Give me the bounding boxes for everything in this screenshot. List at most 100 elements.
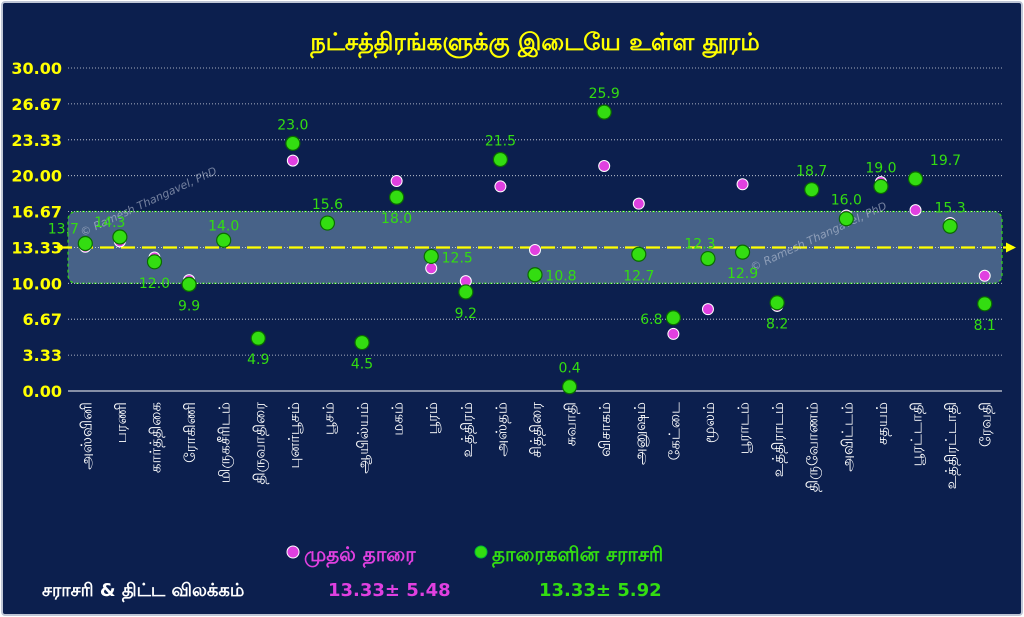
point-average — [77, 235, 93, 252]
x-tick-label: உத்திரட்டாதி — [942, 402, 960, 489]
data-label: 23.0 — [277, 117, 308, 133]
data-label: 14.3 — [94, 215, 125, 231]
data-label: 12.5 — [442, 250, 473, 266]
x-tick-label: பூராடம் — [735, 402, 753, 454]
x-tick-label: மகம் — [389, 402, 407, 436]
mean-line-start — [57, 244, 63, 251]
data-label: 18.7 — [796, 164, 827, 180]
point-average — [389, 189, 405, 205]
x-tick-label: உத்திரம் — [458, 402, 476, 458]
x-tick-label: சித்திரை — [527, 402, 545, 458]
stats-first: 13.33± 5.48 — [328, 580, 451, 601]
point-first — [598, 159, 611, 172]
data-label: 25.9 — [589, 86, 620, 102]
point-average — [804, 182, 820, 198]
x-tick-label: கேட்டை — [665, 402, 683, 460]
point-first — [736, 178, 749, 191]
data-label: 8.1 — [974, 318, 996, 334]
x-tick-label: சுவாதி — [562, 402, 580, 446]
point-average — [492, 151, 509, 168]
data-label: 14.0 — [208, 218, 239, 234]
legend-marker-average — [474, 545, 488, 559]
data-label: 15.6 — [312, 197, 343, 213]
data-label: 10.8 — [545, 269, 576, 285]
point-average — [907, 171, 924, 187]
point-average — [734, 244, 751, 260]
y-tick-label: 16.67 — [11, 203, 62, 222]
x-tick-label: உத்திராடம் — [769, 402, 787, 477]
data-label: 18.0 — [381, 211, 412, 227]
stats-label: சராசரி & திட்ட விலக்கம் — [42, 580, 244, 603]
point-first — [494, 180, 507, 193]
point-first — [701, 303, 714, 316]
point-average — [873, 178, 889, 195]
y-tick-label: 10.00 — [11, 274, 62, 293]
data-label: 0.4 — [558, 361, 580, 377]
data-label: 4.5 — [351, 357, 373, 373]
point-average — [354, 334, 370, 351]
x-tick-label: திருவோணம் — [804, 402, 822, 492]
x-tick-label: கார்த்திகை — [146, 402, 164, 473]
y-tick-label: 26.67 — [11, 95, 62, 114]
data-label: 12.9 — [727, 266, 758, 282]
point-first — [667, 327, 680, 340]
point-first — [529, 243, 541, 256]
legend-label-average: தாரைகளின் சராசரி — [492, 542, 663, 568]
x-tick-label: பூரம் — [423, 402, 441, 435]
y-tick-label: 3.33 — [23, 346, 62, 365]
data-label: 8.2 — [766, 317, 788, 333]
point-average — [977, 296, 993, 312]
data-label: 15.3 — [935, 200, 966, 216]
x-tick-label: அஸ்வினி — [77, 402, 95, 470]
x-tick-label: அவிட்டம் — [838, 402, 856, 472]
point-average — [700, 250, 716, 267]
data-label: 13.7 — [48, 221, 79, 237]
point-average — [769, 295, 785, 311]
legend-marker-first — [286, 545, 300, 559]
point-first — [425, 262, 438, 275]
point-average — [596, 104, 612, 120]
data-label: 19.7 — [930, 153, 961, 169]
x-tick-label: விசாகம் — [596, 402, 614, 457]
data-label: 21.5 — [485, 134, 516, 150]
y-tick-label: 6.67 — [23, 310, 62, 329]
data-label: 6.8 — [640, 312, 662, 328]
x-tick-label: ஆயில்யம் — [354, 402, 372, 474]
point-average — [631, 246, 647, 262]
y-tick-label: 20.00 — [11, 167, 62, 186]
point-average — [665, 310, 681, 326]
data-label: 9.2 — [455, 306, 477, 322]
point-first — [632, 197, 645, 210]
data-label: 16.0 — [831, 193, 862, 209]
point-first — [286, 154, 299, 167]
chart-title: நட்சத்திரங்களுக்கு இடையே உள்ள தூரம் — [309, 28, 759, 59]
data-label: 4.9 — [247, 352, 269, 368]
point-average — [285, 135, 301, 151]
point-first — [909, 204, 922, 217]
x-tick-label: ரோகிணி — [181, 402, 199, 463]
point-average — [423, 248, 439, 265]
mean-line-arrow — [1006, 242, 1016, 253]
x-tick-label: பூசம் — [319, 402, 337, 435]
point-average — [561, 379, 578, 395]
point-average — [942, 218, 958, 234]
point-average — [181, 276, 197, 293]
point-average — [112, 229, 128, 245]
point-average — [216, 232, 232, 248]
point-average — [527, 267, 543, 283]
data-label: 12.0 — [139, 276, 170, 292]
y-tick-label: 0.00 — [23, 382, 62, 401]
data-label: 9.9 — [178, 298, 200, 314]
x-tick-label: பரணி — [112, 402, 130, 443]
y-tick-label: 30.00 — [11, 59, 62, 78]
x-tick-label: அனுஷம் — [631, 402, 649, 465]
point-first — [390, 175, 403, 188]
x-tick-label: மூலம் — [700, 402, 718, 443]
stats-average: 13.33± 5.92 — [539, 580, 662, 601]
x-tick-label: மிருகசீரிடம் — [216, 402, 234, 483]
point-average — [250, 330, 266, 346]
y-tick-label: 13.33 — [11, 238, 62, 257]
data-label: 12.7 — [623, 268, 654, 284]
